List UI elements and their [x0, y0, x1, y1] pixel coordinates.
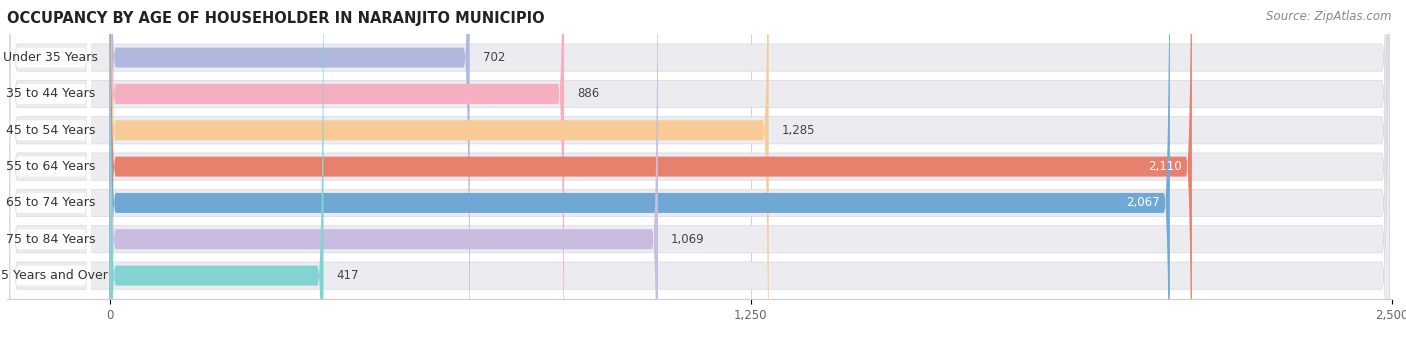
FancyBboxPatch shape	[10, 0, 1389, 340]
Text: 1,285: 1,285	[782, 124, 815, 137]
Text: 417: 417	[336, 269, 359, 282]
FancyBboxPatch shape	[110, 0, 564, 340]
FancyBboxPatch shape	[10, 0, 1389, 340]
FancyBboxPatch shape	[11, 0, 90, 340]
Text: 2,067: 2,067	[1126, 197, 1160, 209]
FancyBboxPatch shape	[110, 0, 769, 340]
Text: 702: 702	[482, 51, 505, 64]
FancyBboxPatch shape	[10, 0, 1389, 340]
Text: Under 35 Years: Under 35 Years	[3, 51, 98, 64]
Text: 2,110: 2,110	[1149, 160, 1181, 173]
FancyBboxPatch shape	[110, 0, 658, 340]
FancyBboxPatch shape	[11, 0, 90, 340]
FancyBboxPatch shape	[10, 0, 1389, 340]
FancyBboxPatch shape	[110, 0, 1170, 340]
FancyBboxPatch shape	[110, 0, 323, 340]
FancyBboxPatch shape	[11, 0, 90, 340]
FancyBboxPatch shape	[11, 0, 90, 340]
Text: 45 to 54 Years: 45 to 54 Years	[6, 124, 96, 137]
FancyBboxPatch shape	[10, 0, 1389, 340]
Text: Source: ZipAtlas.com: Source: ZipAtlas.com	[1267, 10, 1392, 23]
Text: 75 to 84 Years: 75 to 84 Years	[6, 233, 96, 246]
Text: 55 to 64 Years: 55 to 64 Years	[6, 160, 96, 173]
Text: 35 to 44 Years: 35 to 44 Years	[6, 87, 96, 100]
Text: 1,069: 1,069	[671, 233, 704, 246]
Text: 886: 886	[576, 87, 599, 100]
FancyBboxPatch shape	[110, 0, 1192, 340]
FancyBboxPatch shape	[11, 0, 90, 340]
FancyBboxPatch shape	[10, 0, 1389, 340]
Text: 85 Years and Over: 85 Years and Over	[0, 269, 108, 282]
FancyBboxPatch shape	[110, 0, 470, 340]
Text: OCCUPANCY BY AGE OF HOUSEHOLDER IN NARANJITO MUNICIPIO: OCCUPANCY BY AGE OF HOUSEHOLDER IN NARAN…	[7, 11, 544, 26]
FancyBboxPatch shape	[11, 0, 90, 340]
FancyBboxPatch shape	[11, 0, 90, 340]
Text: 65 to 74 Years: 65 to 74 Years	[6, 197, 96, 209]
FancyBboxPatch shape	[10, 0, 1389, 340]
